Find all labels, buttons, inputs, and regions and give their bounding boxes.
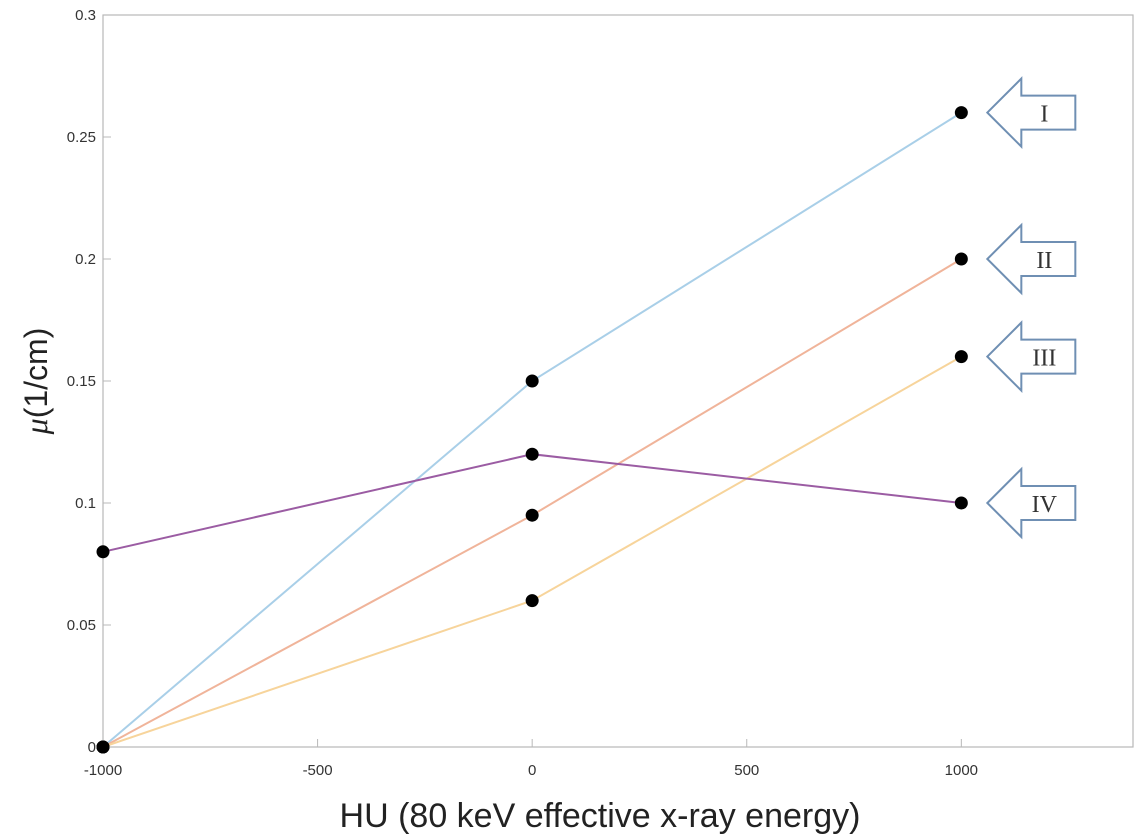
callout-arrow-III	[985, 320, 1077, 394]
y-tick-label: 0.1	[75, 495, 96, 512]
callout-label-I: I	[1040, 102, 1048, 128]
data-point-IV	[96, 545, 110, 559]
y-tick-label: 0.25	[67, 129, 96, 146]
x-tick-label: 500	[734, 762, 759, 779]
data-markers	[96, 106, 968, 754]
x-tick-label: 0	[528, 762, 536, 779]
data-point-IV	[525, 447, 539, 461]
data-point-IV	[954, 496, 968, 510]
y-tick-label: 0.2	[75, 251, 96, 268]
x-axis: -1000 -500 0 500 1000	[84, 739, 978, 779]
y-tick-label: 0.3	[75, 7, 96, 24]
x-tick-label: -500	[303, 762, 333, 779]
x-tick-label: 1000	[945, 762, 978, 779]
data-point-I	[954, 106, 968, 120]
x-tick-label: -1000	[84, 762, 122, 779]
data-point-III	[525, 594, 539, 608]
y-tick-label: 0.05	[67, 617, 96, 634]
x-axis-title: HU (80 keV effective x-ray energy)	[340, 797, 861, 835]
callout-arrow-II	[985, 222, 1077, 296]
data-point-II	[525, 508, 539, 522]
plot-frame	[102, 14, 1134, 748]
y-axis-symbol: μ	[18, 418, 54, 435]
y-axis-title: μ(1/cm)	[18, 328, 54, 436]
data-point-II	[954, 252, 968, 266]
y-axis-unit: (1/cm)	[18, 328, 54, 419]
callout-label-III: III	[1032, 346, 1056, 372]
callout-arrow-IV	[985, 466, 1077, 540]
data-point-III	[96, 740, 110, 754]
callout-label-II: II	[1036, 248, 1052, 274]
callout-arrow-I	[985, 76, 1077, 150]
data-point-I	[525, 374, 539, 388]
callout-label-IV: IV	[1032, 492, 1058, 518]
y-tick-label: 0.15	[67, 373, 96, 390]
y-tick-label: 0	[88, 739, 96, 756]
data-point-III	[954, 350, 968, 364]
